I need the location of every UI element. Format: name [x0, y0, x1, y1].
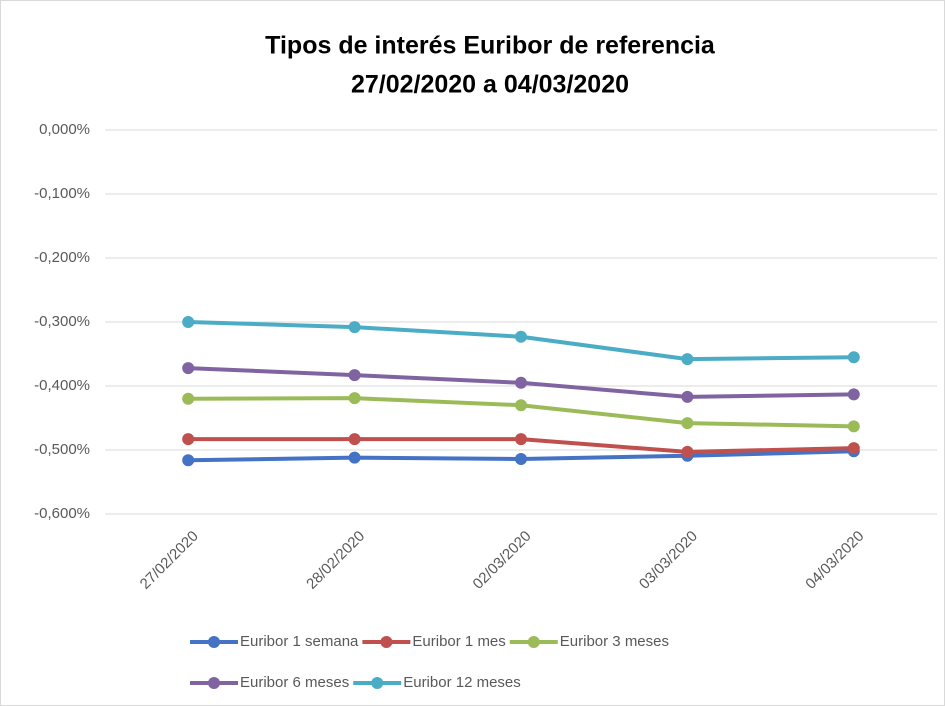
chart-title: Tipos de interés Euribor de referencia [265, 32, 716, 60]
data-point [515, 330, 527, 343]
data-point [515, 433, 527, 446]
y-tick-label: -0,500% [34, 441, 90, 458]
data-point [182, 433, 195, 446]
legend-marker [208, 677, 220, 689]
data-point [515, 376, 527, 389]
data-point [182, 454, 195, 467]
y-tick-label: -0,100% [34, 185, 90, 202]
data-point [681, 353, 694, 366]
data-point [182, 316, 195, 328]
legend-marker [380, 636, 393, 648]
data-point [348, 392, 361, 405]
data-point [847, 351, 860, 364]
data-point [681, 445, 694, 458]
data-point [348, 321, 361, 334]
legend-label: Euribor 1 semana [240, 633, 359, 650]
y-tick-label: 0,000% [39, 121, 90, 138]
legend-marker [527, 636, 540, 648]
chart-subtitle: 27/02/2020 a 04/03/2020 [351, 71, 629, 99]
legend-label: Euribor 3 meses [560, 633, 669, 650]
legend-label: Euribor 12 meses [403, 674, 521, 691]
y-tick-label: -0,400% [34, 377, 90, 394]
data-point [681, 390, 694, 403]
legend-marker [371, 677, 384, 689]
y-tick-label: -0,300% [34, 313, 90, 330]
data-point [847, 388, 860, 401]
data-point [182, 362, 195, 375]
legend-label: Euribor 1 mes [412, 633, 505, 650]
data-point [182, 392, 195, 405]
data-point [847, 420, 860, 433]
data-point [348, 433, 361, 446]
legend-marker [208, 636, 220, 648]
y-tick-label: -0,600% [34, 505, 90, 522]
data-point [515, 452, 527, 465]
data-point [515, 399, 527, 412]
y-tick-label: -0,200% [34, 249, 90, 266]
data-point [348, 451, 361, 464]
data-point [348, 369, 361, 382]
data-point [681, 417, 694, 430]
data-point [847, 442, 860, 455]
legend-label: Euribor 6 meses [240, 674, 349, 691]
